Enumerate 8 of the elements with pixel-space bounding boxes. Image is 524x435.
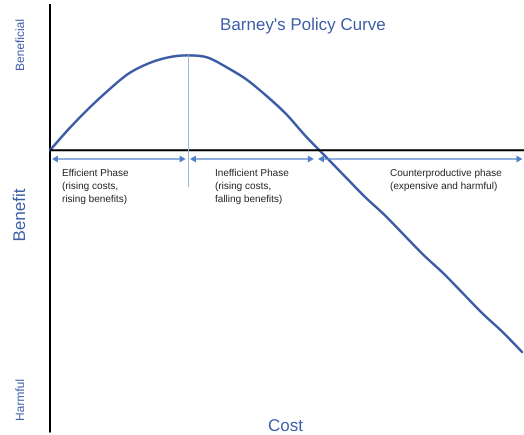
x-axis-title: Cost [268,416,303,435]
y-axis-title: Benefit [10,188,30,242]
text: Harmful [13,378,27,422]
annotation: Counterproductive phase (expensive and harmful) [390,167,502,194]
annotation: Inefficient Phase (rising costs, falling benefits) [215,167,289,206]
annotation: Efficient Phase (rising costs, rising benefits) [62,167,129,206]
text: Beneficial [13,18,27,72]
chart-title: Barney's Policy Curve [220,15,386,35]
